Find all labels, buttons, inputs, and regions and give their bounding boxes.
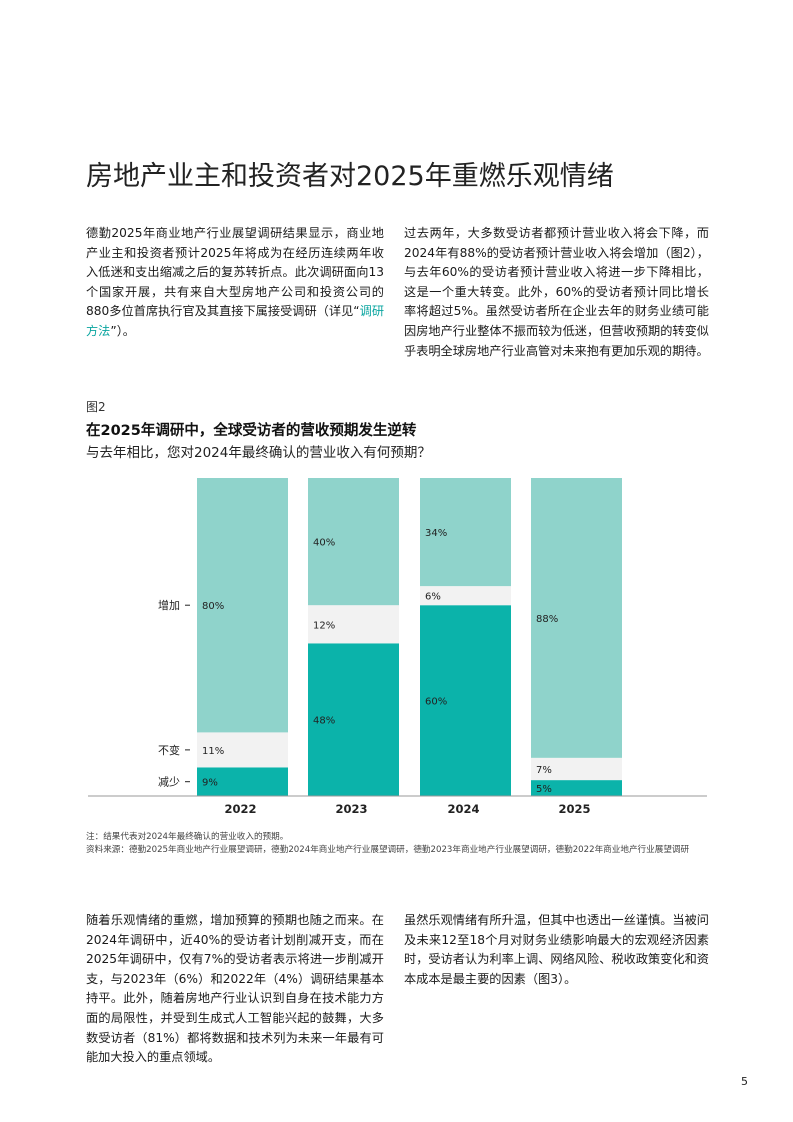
bar-segment-2023-增加 [308, 478, 399, 606]
bar-segment-2024-减少 [420, 605, 511, 796]
data-label-2022-不变: 11% [202, 746, 224, 757]
bar-segment-2024-增加 [420, 478, 511, 587]
intro-left-text-end: ”）。 [110, 323, 135, 338]
x-tick-label-2023: 2023 [336, 802, 368, 816]
intro-paragraph-left: 德勤2025年商业地产行业展望调研结果显示，商业地产业主和投资者预计2025年将… [86, 224, 384, 342]
intro-left-text: 德勤2025年商业地产行业展望调研结果显示，商业地产业主和投资者预计2025年将… [86, 226, 384, 319]
figure-source: 资料来源：德勤2025年商业地产行业展望调研，德勤2024年商业地产行业展望调研… [86, 845, 690, 855]
bar-segment-2022-增加 [197, 478, 288, 733]
data-label-2022-增加: 80% [202, 601, 224, 612]
figure-note: 注：结果代表对2024年最终确认的营业收入的预期。 [86, 832, 289, 842]
bar-segment-2022-不变 [197, 732, 288, 768]
bottom-paragraph-left: 随着乐观情绪的重燃，增加预算的预期也随之而来。在2024年调研中，近40%的受访… [86, 913, 384, 1065]
figure-notes: 注：结果代表对2024年最终确认的营业收入的预期。 资料来源：德勤2025年商业… [86, 831, 716, 857]
bar-segment-2025-增加 [531, 478, 622, 758]
figure-label: 图2 [86, 400, 106, 414]
methodology-link[interactable]: 调研方法 [86, 304, 385, 338]
chart-title: 在2025年调研中，全球受访者的营收预期发生逆转 [86, 423, 417, 439]
data-label-2022-减少: 9% [202, 778, 218, 789]
page-number: 5 [741, 1075, 748, 1088]
data-label-2023-减少: 48% [313, 716, 335, 727]
bar-segment-2022-减少 [197, 767, 288, 796]
chart-subtitle: 与去年相比，您对2024年最终确认的营业收入有何预期？ [86, 445, 431, 461]
row-label-不变: 不变 [158, 743, 180, 757]
row-label-增加: 增加 [158, 598, 180, 612]
data-label-2025-增加: 88% [536, 614, 558, 625]
x-tick-label-2022: 2022 [225, 802, 257, 816]
x-tick-label-2024: 2024 [448, 802, 480, 816]
page-title: 房地产业主和投资者对2025年重燃乐观情绪 [86, 161, 614, 192]
data-label-2024-减少: 60% [425, 697, 447, 708]
data-label-2024-不变: 6% [425, 592, 441, 603]
bar-segment-2023-不变 [308, 605, 399, 644]
data-label-2023-不变: 12% [313, 620, 335, 631]
intro-paragraph-right: 过去两年，大多数受访者都预计营业收入将会下降，而2024年有88%的受访者预计营… [404, 226, 709, 358]
data-label-2023-增加: 40% [313, 538, 335, 549]
bar-segment-2024-不变 [420, 586, 511, 606]
row-label-减少: 减少 [158, 776, 180, 789]
bar-segment-2025-不变 [531, 757, 622, 781]
data-label-2025-不变: 7% [536, 765, 552, 776]
bar-segment-2025-减少 [531, 780, 622, 796]
data-label-2024-增加: 34% [425, 528, 447, 539]
x-tick-label-2025: 2025 [559, 802, 591, 816]
bottom-paragraph-right: 虽然乐观情绪有所升温，但其中也透出一丝谨慎。当被问及未来12至18个月对财务业绩… [404, 913, 709, 986]
data-label-2025-减少: 5% [536, 784, 552, 795]
bar-segment-2023-减少 [308, 643, 399, 796]
